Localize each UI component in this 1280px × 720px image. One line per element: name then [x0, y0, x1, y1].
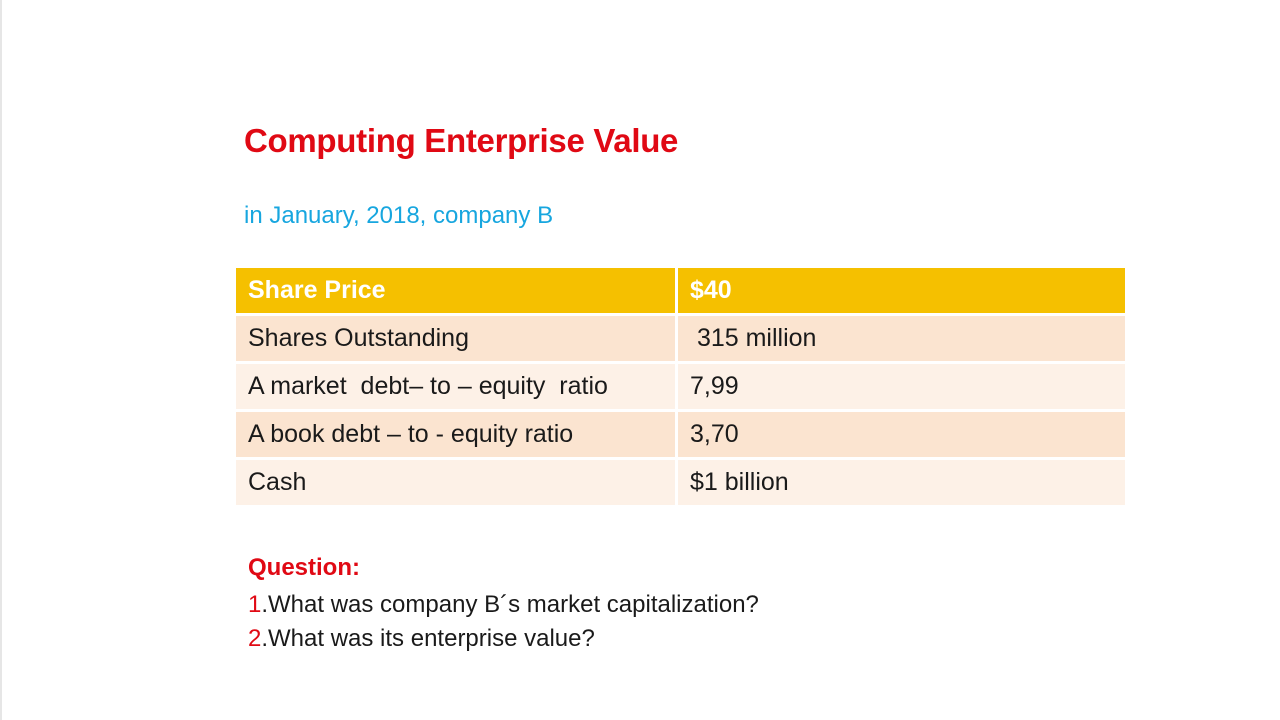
market-debt-equity-label: A market debt– to – equity ratio — [236, 362, 678, 412]
shares-outstanding-label: Shares Outstanding — [236, 314, 678, 364]
question-number: 2 — [248, 625, 262, 652]
slide-edge-divider — [0, 0, 2, 720]
book-debt-equity-label: A book debt – to - equity ratio — [236, 410, 678, 460]
market-debt-equity-value: 7,99 — [676, 362, 1125, 412]
table-row: Shares Outstanding 315 million — [236, 314, 1125, 364]
table-row: Cash $1 billion — [236, 458, 1125, 508]
question-number: 1 — [248, 591, 262, 618]
share-price-label: Share Price — [236, 268, 678, 316]
question-text: .What was its enterprise value? — [261, 625, 595, 652]
cash-label: Cash — [236, 458, 678, 508]
question-list: 1.What was company B´s market capitaliza… — [248, 588, 759, 656]
shares-outstanding-value: 315 million — [676, 314, 1125, 364]
table-row: A book debt – to - equity ratio 3,70 — [236, 410, 1125, 460]
table-header-row: Share Price $40 — [236, 268, 1125, 316]
question-heading: Question: — [248, 554, 360, 581]
book-debt-equity-value: 3,70 — [676, 410, 1125, 460]
question-text: .What was company B´s market capitalizat… — [261, 591, 759, 618]
table-row: A market debt– to – equity ratio 7,99 — [236, 362, 1125, 412]
slide-subtitle: in January, 2018, company B — [244, 202, 554, 229]
question-item: 2.What was its enterprise value? — [248, 622, 759, 656]
question-item: 1.What was company B´s market capitaliza… — [248, 588, 759, 622]
cash-value: $1 billion — [676, 458, 1125, 508]
share-price-value: $40 — [676, 268, 1125, 316]
company-data-table: Share Price $40 Shares Outstanding 315 m… — [236, 268, 1125, 508]
slide-title: Computing Enterprise Value — [244, 122, 679, 159]
